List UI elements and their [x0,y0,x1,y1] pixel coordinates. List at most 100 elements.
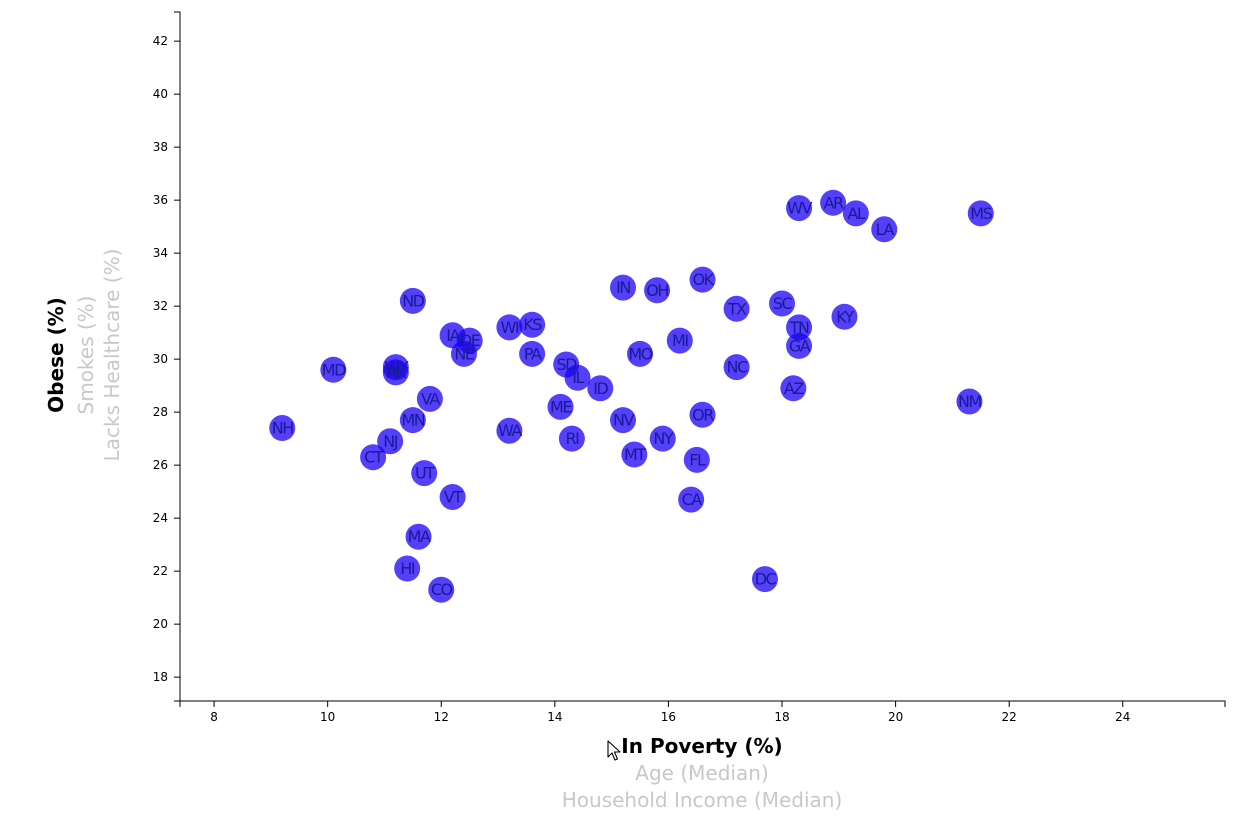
state-point-pa[interactable] [519,340,546,367]
state-point-or[interactable] [689,401,716,428]
state-circle[interactable] [320,356,347,383]
state-circle[interactable] [405,523,432,550]
x-axis-option-1[interactable]: Age (Median) [635,761,768,785]
state-circle[interactable] [683,446,710,473]
state-point-md[interactable] [320,356,347,383]
state-point-mi[interactable] [666,327,693,354]
state-circle[interactable] [956,388,983,415]
state-circle[interactable] [786,195,813,222]
state-circle[interactable] [649,425,676,452]
state-point-co[interactable] [428,576,455,603]
state-circle[interactable] [587,375,614,402]
state-circle[interactable] [820,189,847,216]
state-point-tx[interactable] [723,295,750,322]
state-point-id[interactable] [587,375,614,402]
state-circle[interactable] [382,359,409,386]
state-point-ga[interactable] [786,332,813,359]
state-point-hi[interactable] [394,555,421,582]
state-circle[interactable] [831,303,858,330]
state-point-ny[interactable] [649,425,676,452]
state-point-nd[interactable] [399,287,426,314]
state-circle[interactable] [399,287,426,314]
state-circle[interactable] [519,340,546,367]
state-point-me[interactable] [547,393,574,420]
state-circle[interactable] [644,277,671,304]
state-point-sc[interactable] [769,290,796,317]
state-circle[interactable] [723,354,750,381]
state-circle[interactable] [871,216,898,243]
state-point-ok[interactable] [689,266,716,293]
state-point-ak[interactable] [382,359,409,386]
state-point-tn[interactable] [786,314,813,341]
state-point-il[interactable] [564,364,591,391]
state-point-ca[interactable] [678,486,705,513]
state-point-wv[interactable] [786,195,813,222]
state-point-ma[interactable] [405,523,432,550]
state-circle[interactable] [547,393,574,420]
state-circle[interactable] [751,566,778,593]
state-circle[interactable] [564,364,591,391]
state-circle[interactable] [780,375,807,402]
state-circle[interactable] [394,555,421,582]
state-circle[interactable] [689,266,716,293]
state-circle[interactable] [496,314,523,341]
state-point-ut[interactable] [411,460,438,487]
state-point-ct[interactable] [360,444,387,471]
state-circle[interactable] [269,415,296,442]
state-point-mo[interactable] [627,340,654,367]
state-circle[interactable] [967,200,994,227]
state-circle[interactable] [621,441,648,468]
state-circle[interactable] [496,417,523,444]
state-point-nm[interactable] [956,388,983,415]
state-circle[interactable] [786,332,813,359]
state-circle[interactable] [377,428,404,455]
state-point-mt[interactable] [621,441,648,468]
state-circle[interactable] [399,407,426,434]
state-point-ar[interactable] [820,189,847,216]
state-point-la[interactable] [871,216,898,243]
state-point-dc[interactable] [751,566,778,593]
state-circle[interactable] [558,425,585,452]
state-circle[interactable] [689,401,716,428]
state-point-wa[interactable] [496,417,523,444]
state-point-nv[interactable] [609,407,636,434]
state-point-al[interactable] [842,200,869,227]
state-circle[interactable] [627,340,654,367]
state-point-ne[interactable] [450,340,477,367]
y-axis-option-1[interactable]: Smokes (%) [74,296,98,415]
state-circle[interactable] [678,486,705,513]
state-circle[interactable] [609,274,636,301]
state-point-oh[interactable] [644,277,671,304]
state-circle[interactable] [786,314,813,341]
state-point-nj[interactable] [377,428,404,455]
state-point-ks[interactable] [519,311,546,338]
state-point-az[interactable] [780,375,807,402]
state-point-ri[interactable] [558,425,585,452]
state-circle[interactable] [360,444,387,471]
state-point-mn[interactable] [399,407,426,434]
state-point-ky[interactable] [831,303,858,330]
state-point-in[interactable] [609,274,636,301]
state-circle[interactable] [769,290,796,317]
state-circle[interactable] [411,460,438,487]
state-circle[interactable] [519,311,546,338]
state-circle[interactable] [450,340,477,367]
x-axis-option-2[interactable]: Household Income (Median) [562,788,843,812]
state-point-wi[interactable] [496,314,523,341]
y-axis-option-0[interactable]: Obese (%) [44,297,68,413]
state-point-nc[interactable] [723,354,750,381]
state-point-fl[interactable] [683,446,710,473]
state-point-nh[interactable] [269,415,296,442]
state-circle[interactable] [439,483,466,510]
y-axis-option-2[interactable]: Lacks Healthcare (%) [100,249,124,462]
state-circle[interactable] [609,407,636,434]
state-circle[interactable] [666,327,693,354]
state-circle[interactable] [723,295,750,322]
state-point-vt[interactable] [439,483,466,510]
state-circle[interactable] [842,200,869,227]
state-point-va[interactable] [416,385,443,412]
state-circle[interactable] [416,385,443,412]
state-point-ms[interactable] [967,200,994,227]
state-circle[interactable] [428,576,455,603]
x-axis-option-0[interactable]: In Poverty (%) [621,734,782,758]
